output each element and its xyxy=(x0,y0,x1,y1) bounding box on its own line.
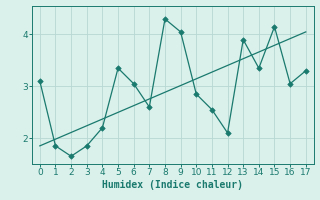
X-axis label: Humidex (Indice chaleur): Humidex (Indice chaleur) xyxy=(102,180,243,190)
